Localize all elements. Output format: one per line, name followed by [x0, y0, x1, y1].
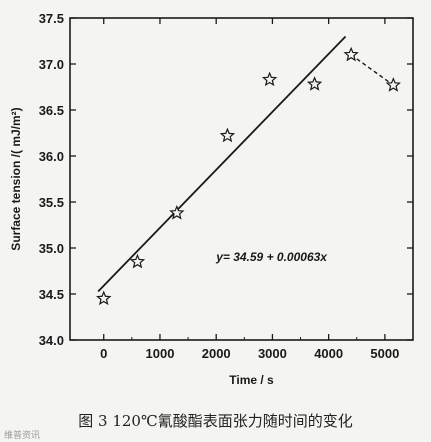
y-tick-label: 37.5 — [39, 11, 64, 26]
y-tick-label: 34.5 — [39, 287, 64, 302]
x-tick-label: 3000 — [258, 346, 287, 361]
dashed-connector — [350, 54, 394, 86]
plot-frame — [69, 17, 414, 341]
x-tick-label: 0 — [100, 346, 107, 361]
data-point-star — [96, 290, 112, 306]
chart-svg: 0 1000 2000 3000 4000 5000 34.0 34.5 35.0 35.5 36.… — [9, 11, 414, 387]
x-axis-label: Time / s — [229, 373, 274, 387]
watermark-text: 维普资讯 — [4, 431, 41, 441]
y-tick-label: 37.0 — [39, 57, 64, 72]
fit-line — [97, 35, 347, 293]
y-tick-label: 34.0 — [39, 333, 64, 348]
y-tick-label: 36.0 — [39, 149, 64, 164]
data-point-star — [169, 204, 185, 220]
x-tick-label: 2000 — [202, 346, 231, 361]
data-point-star — [343, 46, 359, 62]
data-point-star — [129, 253, 146, 269]
figure-caption: 图 3 120℃氰酸酯表面张力随时间的变化 — [78, 412, 353, 430]
data-point-star — [219, 127, 236, 143]
y-tick-label: 36.5 — [39, 103, 64, 118]
data-point-star — [385, 77, 401, 92]
x-tick-label: 4000 — [314, 346, 343, 361]
y-axis-label: Surface tension /( mJ/m²) — [9, 107, 23, 250]
data-point-star — [261, 71, 278, 87]
x-tick-label: 5000 — [370, 346, 399, 361]
y-tick-label: 35.5 — [39, 195, 64, 210]
y-tick-label: 35.0 — [39, 241, 64, 256]
x-tick-label: 1000 — [146, 346, 175, 361]
data-point-star — [306, 76, 323, 91]
fit-equation: y= 34.59 + 0.00063x — [215, 250, 328, 264]
